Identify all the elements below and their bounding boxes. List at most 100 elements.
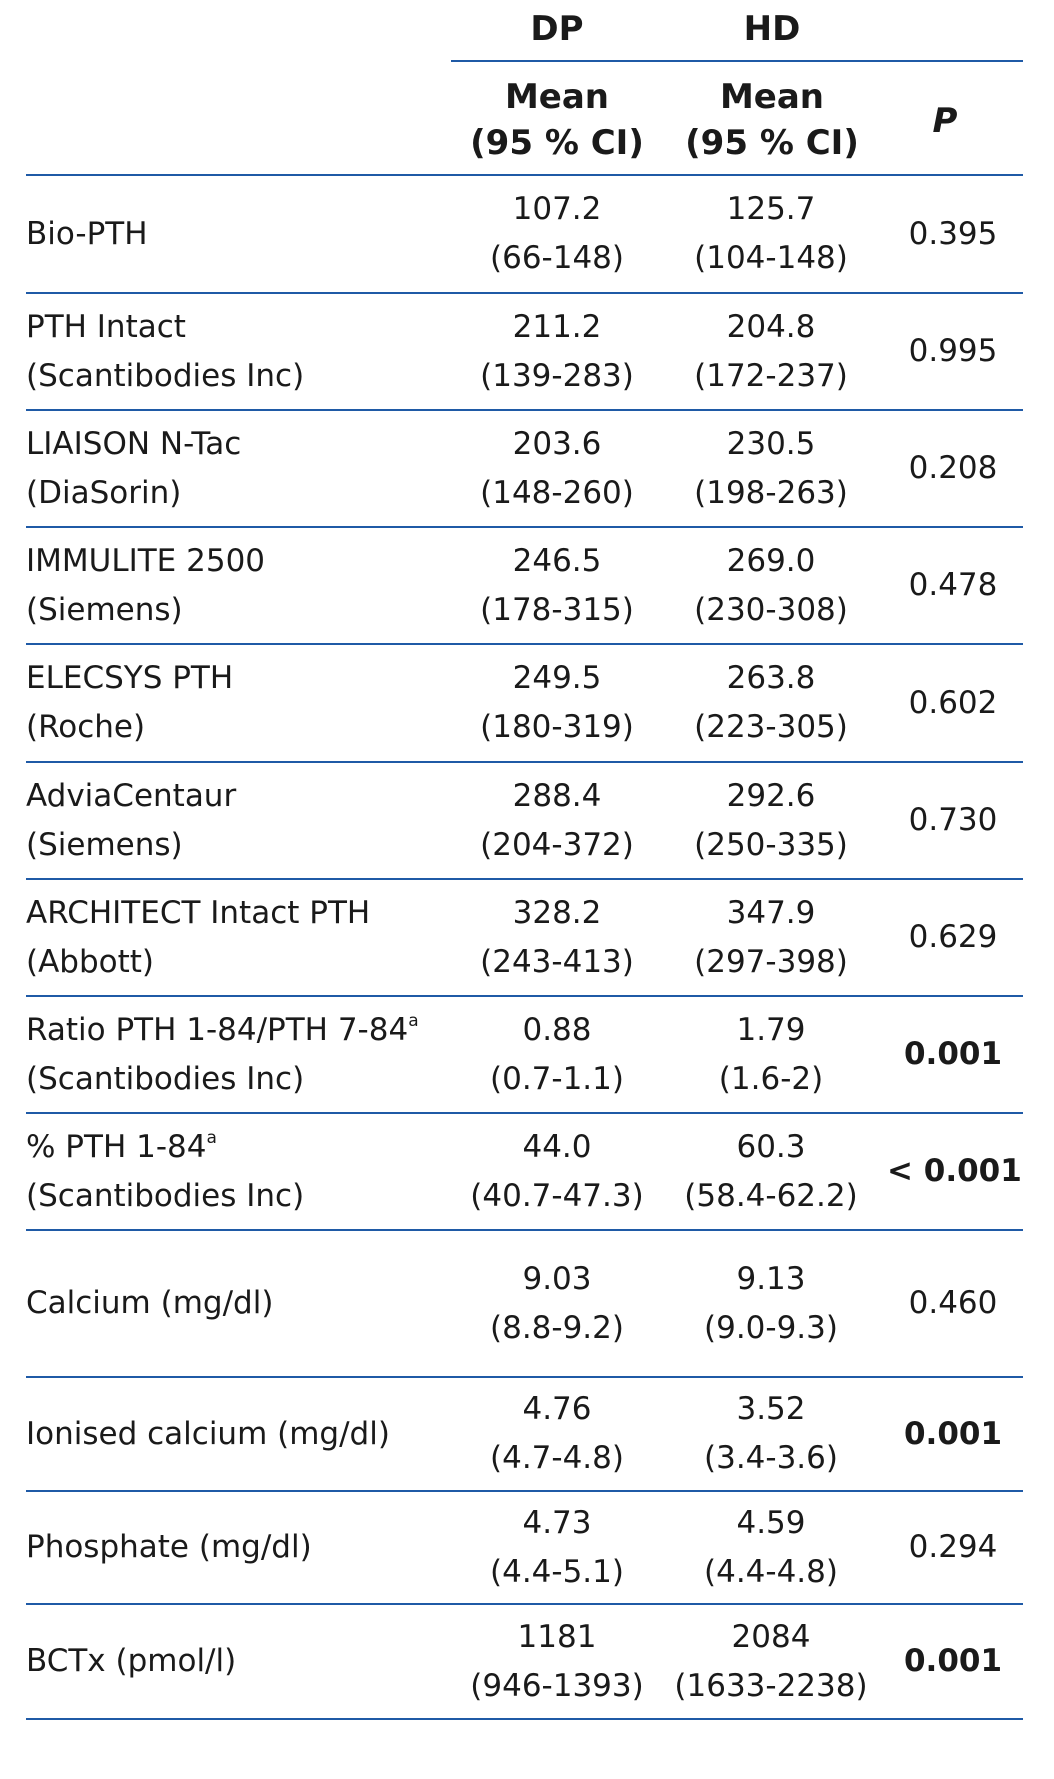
row-label: ARCHITECT Intact PTH (Abbott) (26, 889, 370, 987)
dp-ci: (139-283) (480, 357, 634, 394)
row-label-line1: LIAISON N-Tac (26, 420, 241, 469)
hd-ci: (198-263) (694, 474, 848, 511)
dp-ci: (66-148) (490, 240, 624, 276)
dp-value: 107.2 (66-148) (446, 185, 668, 283)
dp-ci: (946-1393) (470, 1667, 644, 1704)
row-label-line1: Ionised calcium (mg/dl) (26, 1410, 390, 1459)
table-row: ELECSYS PTH (Roche) 249.5 (180-319) 263.8 (22… (0, 644, 1054, 762)
hd-mean: 1.79 (736, 1011, 806, 1048)
table-row: IMMULITE 2500 (Siemens) 246.5 (178-315) 269.… (0, 527, 1054, 644)
p-value: 0.208 (908, 450, 998, 486)
dp-ci: (4.4-5.1) (490, 1553, 624, 1590)
table-row: LIAISON N-Tac (DiaSorin) 203.6 (148-260) 230… (0, 410, 1054, 527)
table-row: PTH Intact (Scantibodies Inc) 211.2 (139-28… (0, 293, 1054, 410)
row-label-text: Bio-PTH (26, 215, 148, 252)
row-rule (26, 1718, 1023, 1720)
row-label: BCTx (pmol/l) (26, 1637, 236, 1686)
dp-value: 246.5 (178-315) (446, 537, 668, 635)
table-row: Phosphate (mg/dl) 4.73 (4.4-5.1) 4.59 (4.4-4… (0, 1491, 1054, 1604)
row-rule (26, 643, 1023, 645)
row-label-text: AdviaCentaur (26, 777, 237, 814)
row-label-line1: Calcium (mg/dl) (26, 1279, 273, 1328)
p-value: 0.629 (908, 919, 998, 955)
p-value: < 0.001 (887, 1153, 1022, 1189)
dp-mean: 328.2 (512, 894, 602, 931)
dp-ci: (180-319) (480, 709, 634, 745)
dp-ci: (178-315) (480, 591, 634, 628)
dp-mean: 211.2 (512, 308, 602, 345)
dp-ci: (204-372) (480, 826, 634, 863)
dp-mean: 107.2 (512, 191, 602, 227)
ci-label: (95 % CI) (685, 123, 859, 163)
dp-ci: (8.8-9.2) (490, 1309, 624, 1346)
hd-mean: 292.6 (726, 777, 816, 814)
p-value: 0.460 (908, 1285, 998, 1321)
hd-mean: 4.59 (736, 1504, 806, 1541)
column-header-p: P (932, 101, 958, 141)
p-value: 0.730 (908, 802, 998, 838)
dp-value: 44.0 (40.7-47.3) (446, 1123, 668, 1221)
row-rule (26, 1112, 1023, 1114)
row-label-line2: (Scantibodies Inc) (26, 1177, 305, 1214)
dp-value: 9.03 (8.8-9.2) (446, 1255, 668, 1353)
row-rule (26, 409, 1023, 411)
row-label-line2: (Scantibodies Inc) (26, 357, 305, 394)
hd-mean: 204.8 (726, 308, 816, 345)
row-label-text: ARCHITECT Intact PTH (26, 894, 371, 931)
column-group-dp: DP (530, 9, 584, 49)
row-label: Bio-PTH (26, 210, 148, 259)
table-row: BCTx (pmol/l) 1181 (946-1393) 2084 (1633-223… (0, 1604, 1054, 1719)
table-row: Bio-PTH 107.2 (66-148) 125.7 (104-148) 0.395 (0, 175, 1054, 293)
hd-value: 125.7 (104-148) (660, 185, 882, 283)
footnote-marker: a (206, 1127, 217, 1148)
row-label-text: Ionised calcium (mg/dl) (26, 1415, 390, 1452)
row-label-line1: % PTH 1-84a (26, 1123, 304, 1172)
row-rule (26, 1490, 1023, 1492)
dp-value: 211.2 (139-283) (446, 303, 668, 401)
hd-ci: (58.4-62.2) (684, 1177, 858, 1214)
p-value: 0.001 (903, 1643, 1003, 1679)
hd-mean: 3.52 (736, 1391, 806, 1427)
row-label-text: IMMULITE 2500 (26, 542, 266, 579)
hd-value: 2084 (1633-2238) (660, 1613, 882, 1711)
row-label: ELECSYS PTH (Roche) (26, 654, 233, 752)
dp-value: 288.4 (204-372) (446, 772, 668, 870)
hd-ci: (172-237) (694, 357, 848, 394)
hd-value: 9.13 (9.0-9.3) (660, 1255, 882, 1353)
hd-mean: 125.7 (726, 191, 816, 227)
row-label-text: Calcium (mg/dl) (26, 1285, 274, 1321)
hd-value: 204.8 (172-237) (660, 303, 882, 401)
row-label-line1: BCTx (pmol/l) (26, 1637, 236, 1686)
p-value: 0.001 (903, 1036, 1003, 1072)
dp-mean: 246.5 (512, 542, 602, 579)
row-label-text: % PTH 1-84 (26, 1128, 207, 1165)
row-rule (26, 1376, 1023, 1378)
hd-value: 292.6 (250-335) (660, 772, 882, 870)
dp-mean: 4.76 (522, 1391, 592, 1427)
row-label: Ionised calcium (mg/dl) (26, 1410, 390, 1459)
row-label-line2: (Siemens) (26, 591, 183, 628)
footnote-marker: a (408, 1010, 419, 1031)
table-row: Ionised calcium (mg/dl) 4.76 (4.7-4.8) 3.52… (0, 1377, 1054, 1491)
hd-mean: 60.3 (736, 1128, 806, 1165)
dp-mean: 288.4 (512, 777, 602, 814)
mean-label: Mean (504, 77, 610, 117)
table-row: Ratio PTH 1-84/PTH 7-84a (Scantibodies In… (0, 996, 1054, 1113)
p-value: 0.001 (903, 1415, 1003, 1452)
row-label-line2: (Abbott) (26, 943, 155, 980)
hd-value: 1.79 (1.6-2) (660, 1006, 882, 1104)
row-label-text: Phosphate (mg/dl) (26, 1529, 312, 1565)
table-row: % PTH 1-84a (Scantibodies Inc) 44.0 (40.7-4… (0, 1113, 1054, 1230)
dp-value: 249.5 (180-319) (446, 654, 668, 752)
dp-mean: 0.88 (522, 1011, 592, 1048)
dp-ci: (243-413) (480, 943, 634, 980)
row-label: AdviaCentaur (Siemens) (26, 772, 236, 870)
dp-value: 0.88 (0.7-1.1) (446, 1006, 668, 1104)
p-value: 0.602 (908, 684, 998, 721)
row-label-line2: (Siemens) (26, 826, 183, 863)
dp-mean: 203.6 (512, 425, 602, 462)
mean-label: Mean (719, 77, 825, 117)
row-label: Calcium (mg/dl) (26, 1279, 273, 1328)
dp-value: 4.76 (4.7-4.8) (446, 1385, 668, 1483)
hd-value: 4.59 (4.4-4.8) (660, 1499, 882, 1597)
